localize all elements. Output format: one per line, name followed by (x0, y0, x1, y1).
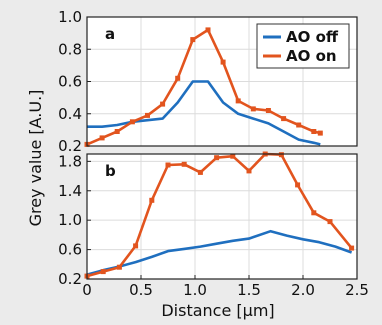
x-axis-label: Distance [μm] (161, 301, 274, 320)
series-line-ao-off (86, 229, 353, 276)
y-tick-label: 1.0 (58, 8, 82, 26)
y-tick-label: 1.4 (58, 182, 82, 200)
data-point (197, 169, 203, 175)
legend-entry-label: AO on (286, 47, 337, 65)
data-point (100, 269, 106, 275)
x-tick-label: 0.5 (129, 281, 153, 299)
panel-label: a (105, 25, 115, 43)
panel-frame (86, 16, 358, 147)
x-tick-label: 1.5 (237, 281, 261, 299)
y-tick-label: 0.2 (58, 270, 82, 288)
x-tick-label: 1.0 (183, 281, 207, 299)
data-point (220, 59, 226, 65)
data-point (281, 116, 287, 122)
x-tick-label: 0 (82, 281, 92, 299)
x-tick-label: 2.5 (345, 281, 369, 299)
y-tick-label: 0.6 (58, 73, 82, 91)
data-point (265, 108, 271, 113)
series-line-ao-off (87, 80, 321, 146)
y-tick-label: 1.8 (58, 152, 82, 170)
x-tick-label: 2.0 (291, 281, 315, 299)
data-point (165, 162, 171, 168)
y-tick-label: 1.0 (58, 211, 82, 229)
y-tick-label: 0.2 (58, 137, 82, 155)
legend-entry-label: AO off (286, 28, 339, 46)
plot-background (87, 154, 357, 279)
data-point (327, 219, 333, 225)
data-point (129, 119, 135, 125)
y-axis-label: Grey value [A.U.] (26, 90, 45, 227)
data-point (278, 152, 284, 158)
data-point (296, 122, 302, 128)
y-tick-label: 0.8 (58, 40, 82, 58)
data-point (149, 197, 155, 203)
data-point (114, 129, 120, 134)
legend-box (256, 23, 350, 69)
data-point (99, 135, 105, 141)
data-point (205, 27, 211, 33)
data-point (175, 75, 181, 81)
y-tick-label: 0.4 (58, 105, 82, 123)
data-point (214, 155, 220, 161)
data-point (295, 182, 301, 188)
data-point (349, 245, 355, 251)
data-point (145, 112, 150, 118)
panel-b: 0.2 0.6 1.0 1.4 1.8 b (58, 151, 358, 288)
data-point (250, 106, 256, 112)
data-point (181, 161, 187, 167)
panel-label: b (105, 162, 116, 180)
data-point (311, 210, 317, 216)
panel-frame (86, 153, 358, 280)
data-point (246, 168, 252, 174)
data-point (311, 129, 317, 134)
data-point (317, 130, 323, 136)
y-tick-label: 0.6 (58, 241, 82, 259)
data-point (160, 101, 166, 107)
data-point (116, 264, 122, 270)
data-point (235, 98, 241, 104)
data-point (133, 243, 139, 249)
data-point (190, 37, 196, 43)
data-point (230, 153, 236, 159)
